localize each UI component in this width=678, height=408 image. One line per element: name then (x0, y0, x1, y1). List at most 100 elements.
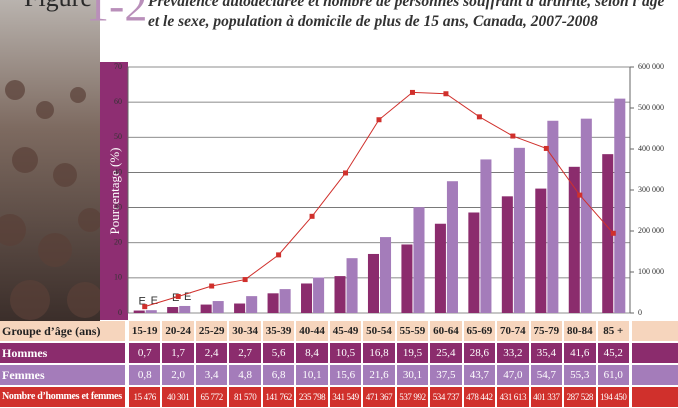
line-marker (276, 252, 282, 258)
value-cell: 21,6 (363, 365, 395, 385)
chart-title: Prévalence autodéclarée et nombre de per… (148, 0, 665, 30)
value-cell: 341 549 (329, 387, 362, 407)
bar (313, 277, 325, 313)
value-cell: 16,8 (363, 343, 395, 363)
value-cell: 8,4 (296, 343, 328, 363)
category-cell: 40-44 (296, 321, 328, 341)
bar (602, 154, 614, 313)
bar (212, 301, 224, 313)
bar (279, 289, 291, 313)
value-cell: 0,7 (129, 343, 161, 363)
value-cell: 37,5 (430, 365, 462, 385)
category-cell: 50-54 (363, 321, 395, 341)
value-cell: 43,7 (463, 365, 496, 385)
bar (380, 237, 392, 313)
category-cell: 20-24 (162, 321, 194, 341)
y2-tick-label: 0 (638, 308, 642, 317)
value-cell: 6,8 (262, 365, 295, 385)
value-cell: 431 613 (497, 387, 529, 407)
category-cell: 35-39 (262, 321, 295, 341)
line-marker (376, 117, 382, 123)
value-cell: 41,6 (564, 343, 596, 363)
value-cell: 28,6 (463, 343, 496, 363)
bar (334, 276, 346, 313)
bar (145, 310, 157, 313)
value-cell: 537 992 (396, 387, 429, 407)
bar-flag: E (172, 292, 179, 304)
bar (301, 283, 313, 313)
bar (446, 181, 458, 313)
value-cell: 54,7 (530, 365, 563, 385)
value-cell: 81 570 (229, 387, 261, 407)
category-cell: 65-69 (463, 321, 496, 341)
category-cell: 25-29 (195, 321, 228, 341)
row-end (632, 365, 678, 385)
bar (167, 307, 179, 313)
line-marker (443, 91, 449, 97)
value-cell: 25,4 (430, 343, 462, 363)
table-header: Groupe d’âge (ans) (0, 321, 125, 341)
value-cell: 40 301 (162, 387, 194, 407)
bar (413, 207, 425, 313)
bar (535, 188, 547, 313)
bar (434, 223, 446, 313)
category-cell: 80-84 (564, 321, 596, 341)
value-cell: 15 476 (129, 387, 161, 407)
value-cell: 19,5 (396, 343, 429, 363)
crowd-figures (0, 80, 103, 320)
value-cell: 55,3 (564, 365, 596, 385)
line-marker (610, 230, 616, 236)
bar (501, 196, 513, 313)
category-cell: 85 + (597, 321, 629, 341)
line-marker (409, 89, 415, 95)
value-cell: 65 772 (195, 387, 228, 407)
value-cell: 534 737 (430, 387, 462, 407)
ylabel-band (100, 62, 128, 320)
value-cell: 15,6 (329, 365, 362, 385)
value-cell: 287 528 (564, 387, 596, 407)
bar (234, 303, 246, 313)
value-cell: 5,6 (262, 343, 295, 363)
bar (200, 304, 212, 313)
value-cell: 141 762 (262, 387, 295, 407)
category-cell: 15-19 (129, 321, 161, 341)
value-cell: 2,7 (229, 343, 261, 363)
value-cell: 35,4 (530, 343, 563, 363)
row-label: Nombre d’hommes et femmes (0, 387, 125, 407)
line-marker (577, 192, 583, 198)
line-marker (209, 283, 215, 289)
value-cell: 471 367 (363, 387, 395, 407)
value-cell: 61,0 (597, 365, 629, 385)
line-marker (476, 114, 482, 120)
row-label: Hommes (0, 343, 125, 363)
y-axis-label: Pourcentage (%) (107, 148, 122, 235)
value-cell: 478 442 (463, 387, 496, 407)
bar (568, 166, 580, 313)
value-cell: 3,4 (195, 365, 228, 385)
bar (513, 147, 525, 313)
y2-tick-label: 500 000 (638, 103, 664, 112)
bar (468, 212, 480, 313)
table-corner (632, 321, 678, 341)
line-marker (309, 213, 315, 219)
y2-tick-label: 100 000 (638, 267, 664, 276)
y2-tick-label: 400 000 (638, 144, 664, 153)
y-tick-label: 20 (114, 238, 122, 247)
y-tick-label: 0 (118, 308, 122, 317)
bar (367, 253, 379, 313)
bar-flag: E (139, 295, 146, 307)
value-cell: 47,0 (497, 365, 529, 385)
category-cell: 55-59 (396, 321, 429, 341)
value-cell: 4,8 (229, 365, 261, 385)
y-tick-label: 30 (114, 202, 122, 211)
bar (401, 244, 413, 313)
bar (179, 305, 191, 313)
category-cell: 45-49 (329, 321, 362, 341)
value-cell: 30,1 (396, 365, 429, 385)
y-tick-label: 10 (114, 273, 122, 282)
line-marker (142, 304, 148, 310)
value-cell: 33,2 (497, 343, 529, 363)
category-cell: 70-74 (497, 321, 529, 341)
